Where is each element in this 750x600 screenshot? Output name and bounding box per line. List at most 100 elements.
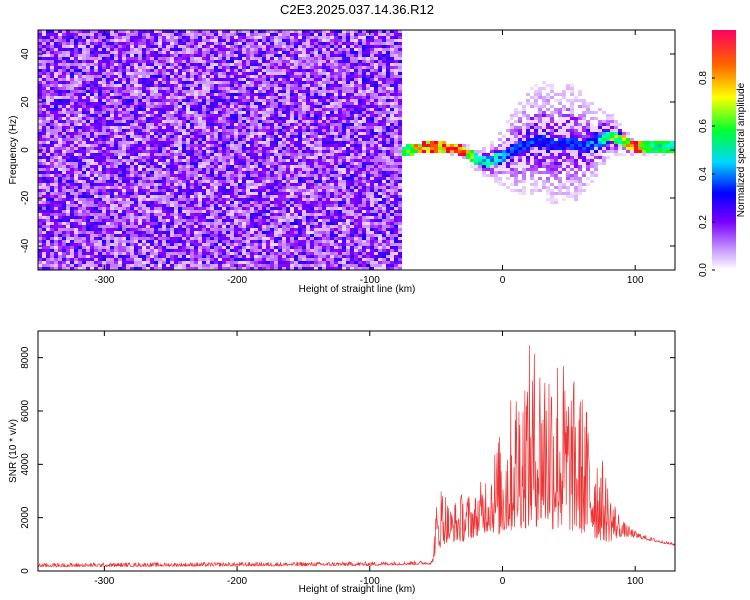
heatmap-cell (194, 162, 198, 165)
heatmap-cell (66, 156, 70, 159)
heatmap-cell (82, 75, 86, 78)
heatmap-cell (222, 117, 226, 120)
heatmap-cell (230, 126, 234, 129)
heatmap-cell (114, 225, 118, 228)
heatmap-cell (234, 195, 238, 198)
heatmap-cell (218, 177, 222, 180)
heatmap-cell (146, 132, 150, 135)
heatmap-cell (174, 69, 178, 72)
heatmap-cell (54, 156, 58, 159)
heatmap-cell (142, 108, 146, 111)
heatmap-cell (78, 153, 82, 156)
heatmap-cell (42, 144, 46, 147)
heatmap-cell (94, 162, 98, 165)
heatmap-cell (238, 132, 242, 135)
heatmap-cell (226, 117, 230, 120)
heatmap-cell (174, 201, 178, 204)
heatmap-cell (198, 234, 202, 237)
heatmap-cell (242, 204, 246, 207)
heatmap-cell (222, 171, 226, 174)
heatmap-cell (42, 123, 46, 126)
heatmap-cell (146, 237, 150, 240)
heatmap-cell (266, 57, 270, 60)
heatmap-cell (206, 153, 210, 156)
heatmap-cell (190, 87, 194, 90)
heatmap-cell (150, 87, 154, 90)
heatmap-cell (186, 54, 190, 57)
heatmap-cell (166, 33, 170, 36)
heatmap-cell (102, 135, 106, 138)
heatmap-cell (90, 207, 94, 210)
heatmap-cell (214, 126, 218, 129)
heatmap-cell (162, 168, 166, 171)
heatmap-cell (194, 153, 198, 156)
heatmap-cell (206, 51, 210, 54)
heatmap-cell (38, 189, 42, 192)
heatmap-cell (42, 102, 46, 105)
heatmap-cell (238, 60, 242, 63)
heatmap-cell (146, 162, 150, 165)
heatmap-cell (70, 144, 74, 147)
heatmap-cell (282, 48, 286, 51)
heatmap-cell (274, 255, 278, 258)
heatmap-cell (78, 45, 82, 48)
heatmap-cell (206, 84, 210, 87)
heatmap-cell (186, 219, 190, 222)
heatmap-cell (42, 129, 46, 132)
heatmap-cell (142, 210, 146, 213)
heatmap-cell (234, 99, 238, 102)
heatmap-cell (274, 237, 278, 240)
heatmap-cell (110, 90, 114, 93)
heatmap-cell (186, 39, 190, 42)
heatmap-cell (50, 153, 54, 156)
heatmap-cell (250, 42, 254, 45)
heatmap-cell (150, 99, 154, 102)
heatmap-cell (190, 264, 194, 267)
heatmap-cell (114, 186, 118, 189)
heatmap-cell (278, 252, 282, 255)
heatmap-cell (50, 168, 54, 171)
heatmap-cell (254, 66, 258, 69)
heatmap-cell (142, 33, 146, 36)
heatmap-cell (74, 84, 78, 87)
heatmap-cell (250, 180, 254, 183)
heatmap-cell (82, 63, 86, 66)
heatmap-cell (82, 216, 86, 219)
heatmap-cell (42, 159, 46, 162)
heatmap-cell (262, 141, 266, 144)
heatmap-cell (42, 108, 46, 111)
heatmap-cell (154, 159, 158, 162)
heatmap-cell (186, 246, 190, 249)
heatmap-cell (42, 246, 46, 249)
heatmap-cell (270, 66, 274, 69)
heatmap-cell (218, 75, 222, 78)
heatmap-cell (178, 231, 182, 234)
heatmap-cell (246, 255, 250, 258)
heatmap-cell (166, 189, 170, 192)
heatmap-cell (226, 141, 230, 144)
heatmap-cell (66, 30, 70, 33)
heatmap-cell (138, 51, 142, 54)
heatmap-cell (254, 102, 258, 105)
heatmap-cell (134, 234, 138, 237)
heatmap-cell (282, 231, 286, 234)
heatmap-cell (190, 243, 194, 246)
heatmap-cell (106, 69, 110, 72)
heatmap-cell (146, 171, 150, 174)
heatmap-cell (110, 213, 114, 216)
heatmap-cell (118, 141, 122, 144)
heatmap-cell (138, 90, 142, 93)
heatmap-cell (214, 36, 218, 39)
heatmap-cell (210, 255, 214, 258)
heatmap-cell (174, 51, 178, 54)
heatmap-cell (278, 225, 282, 228)
heatmap-cell (182, 210, 186, 213)
heatmap-cell (50, 108, 54, 111)
heatmap-cell (38, 93, 42, 96)
heatmap-cell (174, 252, 178, 255)
heatmap-cell (130, 222, 134, 225)
heatmap-cell (182, 129, 186, 132)
heatmap-cell (242, 165, 246, 168)
heatmap-cell (74, 231, 78, 234)
heatmap-cell (202, 87, 206, 90)
